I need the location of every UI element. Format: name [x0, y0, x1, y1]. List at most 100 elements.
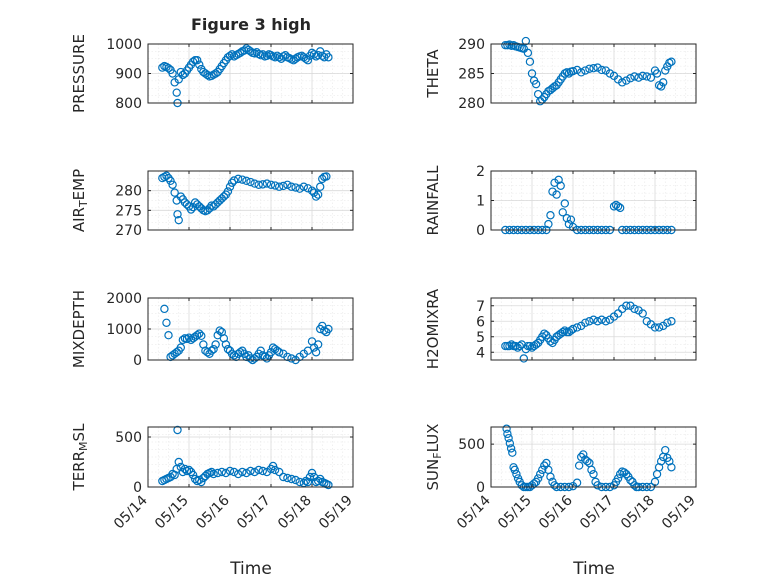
- data-point: [221, 340, 231, 349]
- data-point: [650, 323, 660, 332]
- data-point: [246, 177, 255, 187]
- data-point: [587, 465, 596, 475]
- data-point: [174, 215, 183, 225]
- data-point: [562, 68, 572, 77]
- data-point: [287, 182, 296, 191]
- subplot-theta: 280 285 290 THETA: [424, 36, 697, 112]
- data-point: [254, 180, 263, 189]
- data-point: [227, 50, 237, 59]
- data-point: [311, 52, 321, 61]
- data-point: [266, 51, 276, 60]
- data-point: [517, 340, 526, 349]
- data-point: [566, 215, 576, 224]
- data-point: [622, 469, 631, 479]
- data-point: [585, 317, 594, 326]
- data-point: [291, 183, 300, 192]
- data-point: [275, 348, 284, 357]
- data-point: [231, 51, 241, 60]
- data-point: [517, 481, 526, 490]
- data-point: [233, 469, 243, 479]
- y-axis-label: TERRMSL: [70, 423, 90, 492]
- data-point: [160, 304, 169, 314]
- x-tick-label: 05/18: [618, 493, 658, 533]
- data-point: [162, 171, 171, 180]
- data-point: [525, 57, 535, 66]
- data-point: [523, 48, 533, 58]
- data-point: [626, 74, 635, 83]
- data-point: [258, 466, 267, 476]
- data-point: [168, 69, 177, 78]
- data-point: [197, 477, 206, 487]
- data-point: [227, 178, 237, 187]
- data-point: [597, 65, 606, 75]
- data-point: [589, 315, 598, 324]
- data-point: [564, 69, 574, 78]
- data-point: [223, 344, 233, 354]
- data-point: [667, 463, 676, 472]
- data-point: [654, 463, 664, 472]
- data-point: [225, 466, 235, 476]
- y-tick-label: 0: [476, 480, 485, 496]
- data-point: [305, 472, 315, 482]
- data-point: [568, 324, 578, 334]
- data-point: [531, 340, 541, 349]
- y-tick-label: 0: [476, 223, 485, 239]
- data-point: [597, 315, 606, 324]
- data-point: [646, 73, 656, 82]
- data-point: [615, 469, 625, 479]
- data-point: [508, 448, 517, 457]
- data-point: [572, 65, 582, 75]
- data-point: [512, 469, 521, 479]
- data-point: [186, 205, 196, 214]
- axes-frame: [490, 297, 697, 361]
- data-point: [593, 481, 602, 490]
- y-tick-label: 1: [476, 194, 485, 210]
- data-point: [236, 348, 245, 357]
- data-point: [195, 329, 204, 338]
- y-tick-label: 7: [476, 299, 485, 315]
- y-axis-label: AIRTEMP: [70, 169, 90, 232]
- data-point: [609, 202, 619, 211]
- data-point: [510, 465, 519, 475]
- data-point: [577, 452, 586, 462]
- y-tick-label: 500: [115, 430, 142, 446]
- y-tick-label: 6: [476, 314, 485, 330]
- data-point: [211, 340, 220, 349]
- data-point: [203, 206, 212, 215]
- data-point: [225, 182, 235, 191]
- axes-frame: [490, 426, 697, 488]
- y-tick-label: 275: [115, 203, 142, 219]
- data-point: [634, 73, 643, 82]
- data-point: [311, 192, 321, 201]
- data-point: [279, 181, 288, 191]
- data-point: [250, 467, 259, 477]
- data-point: [238, 175, 247, 184]
- data-point: [266, 180, 276, 189]
- data-point: [246, 466, 255, 476]
- data-point: [219, 192, 229, 201]
- y-tick-label: 500: [458, 437, 485, 453]
- data-point: [307, 186, 317, 195]
- data-point: [521, 36, 531, 46]
- data-point: [287, 354, 296, 363]
- data-point: [303, 56, 313, 65]
- data-point: [589, 469, 598, 479]
- data-point: [238, 467, 247, 477]
- data-point: [246, 354, 255, 363]
- y-tick-label: 280: [458, 96, 485, 112]
- data-point: [207, 346, 216, 355]
- data-point: [279, 52, 288, 61]
- data-point: [311, 348, 321, 357]
- data-point: [172, 88, 181, 97]
- data-point: [531, 79, 541, 89]
- data-point: [642, 72, 652, 81]
- data-point: [270, 53, 280, 62]
- data-point: [533, 474, 543, 483]
- y-tick-label: 0: [133, 480, 142, 496]
- data-point: [158, 173, 167, 183]
- data-point: [661, 445, 670, 455]
- y-axis-label: PRESSURE: [70, 34, 88, 113]
- data-point: [572, 323, 582, 332]
- x-tick-label: 05/17: [234, 493, 274, 533]
